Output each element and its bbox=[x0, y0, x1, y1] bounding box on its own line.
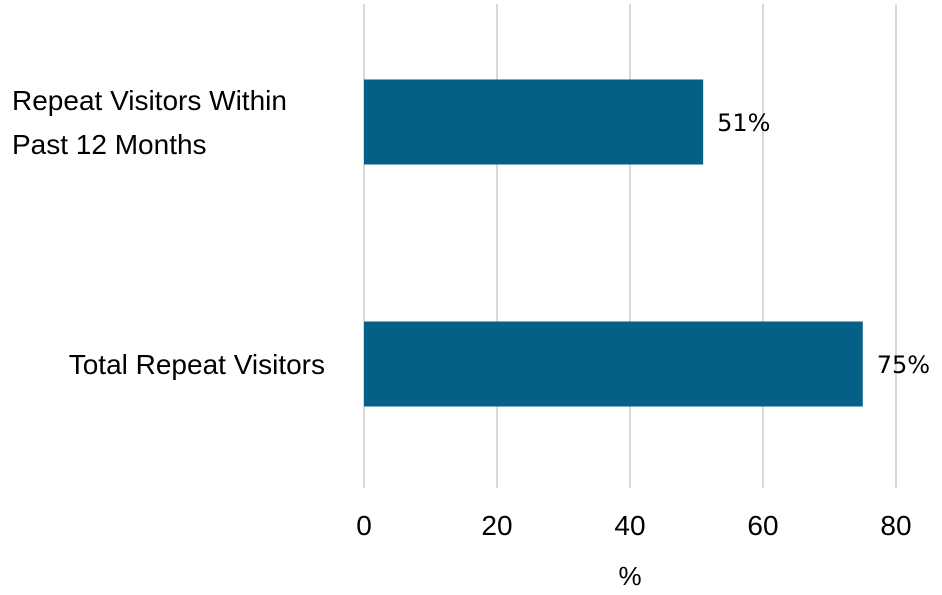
category-label-line: Past 12 Months bbox=[12, 129, 207, 160]
data-label-1: 51% bbox=[717, 109, 770, 137]
category-label-1: Repeat Visitors Within Past 12 Months bbox=[12, 85, 287, 160]
x-tick-label-40: 40 bbox=[614, 510, 645, 541]
data-labels: 51% 75% bbox=[717, 109, 930, 379]
category-label-line: Repeat Visitors Within bbox=[12, 85, 287, 116]
bar-2 bbox=[364, 321, 863, 407]
x-axis-title: % bbox=[618, 561, 641, 591]
x-tick-label-60: 60 bbox=[747, 510, 778, 541]
bar-1 bbox=[364, 79, 704, 165]
x-tick-label-20: 20 bbox=[481, 510, 512, 541]
x-tick-label-80: 80 bbox=[880, 510, 911, 541]
data-label-2: 75% bbox=[877, 351, 930, 379]
gridlines bbox=[363, 4, 897, 488]
bars bbox=[364, 79, 863, 407]
category-label-2: Total Repeat Visitors bbox=[69, 349, 325, 380]
x-axis-ticks: 0 20 40 60 80 bbox=[356, 510, 911, 541]
category-labels: Repeat Visitors Within Past 12 Months Tota… bbox=[12, 85, 325, 380]
category-label-line: Total Repeat Visitors bbox=[69, 349, 325, 380]
x-tick-label-0: 0 bbox=[356, 510, 372, 541]
